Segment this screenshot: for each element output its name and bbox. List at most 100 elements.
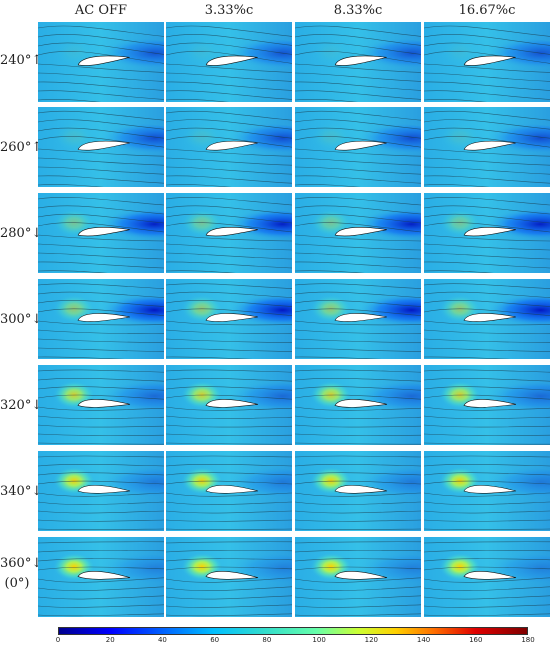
streamline — [166, 492, 292, 497]
airfoil — [77, 485, 131, 494]
high-velocity-region — [181, 550, 241, 590]
streamline — [166, 213, 292, 224]
streamlines — [295, 369, 421, 445]
high-velocity-region — [439, 378, 499, 418]
streamline — [295, 291, 421, 298]
streamline — [166, 270, 236, 273]
colorbar-tick-label: 0 — [55, 636, 61, 644]
column-header-8-33c: 8.33%c — [333, 3, 383, 18]
streamline — [295, 424, 421, 428]
streamline — [424, 386, 550, 391]
streamline — [166, 320, 292, 326]
streamline — [38, 81, 164, 91]
row-label-280: 280°↓ — [0, 226, 43, 241]
high-velocity-region — [53, 120, 113, 160]
airfoil — [77, 140, 130, 151]
streamline — [295, 136, 421, 148]
streamline — [166, 157, 292, 166]
streamline — [424, 136, 550, 148]
streamline — [38, 369, 164, 373]
streamline — [424, 501, 550, 505]
streamline — [38, 197, 164, 206]
streamline — [295, 127, 421, 139]
streamline — [295, 501, 421, 505]
flow-field-svg — [295, 22, 421, 102]
streamline — [424, 415, 550, 420]
colorbar-tick-label: 40 — [157, 636, 167, 644]
streamline — [424, 243, 550, 251]
streamline — [166, 148, 292, 157]
flow-field-svg — [295, 279, 421, 359]
airfoil — [334, 399, 388, 408]
streamline — [295, 433, 421, 436]
streamline — [295, 270, 365, 273]
streamline — [38, 566, 164, 571]
high-velocity-region — [310, 550, 370, 590]
streamline — [38, 63, 164, 73]
streamline — [38, 586, 164, 591]
flow-field-svg — [38, 22, 164, 102]
high-velocity-region — [181, 464, 241, 504]
streamline — [166, 394, 292, 400]
streamline — [38, 541, 164, 544]
flow-panel — [166, 537, 292, 617]
streamline — [424, 338, 550, 343]
streamline — [38, 558, 164, 562]
flow-panel — [424, 22, 550, 102]
airfoil — [463, 227, 516, 237]
flow-panel — [424, 193, 550, 273]
streamline — [295, 119, 421, 130]
streamline — [424, 442, 550, 445]
streamline — [424, 308, 550, 316]
airfoil — [463, 570, 517, 580]
streamlines — [166, 110, 292, 187]
streamline — [424, 480, 550, 485]
streamline — [424, 356, 511, 359]
streamline — [38, 42, 164, 55]
streamline — [38, 148, 164, 157]
streamline — [424, 110, 550, 121]
flow-panel — [295, 451, 421, 531]
streamline — [38, 34, 164, 46]
streamline — [424, 148, 550, 157]
flow-field-svg — [424, 537, 550, 617]
streamline — [295, 510, 421, 514]
airfoil — [205, 485, 259, 494]
streamline — [295, 99, 359, 102]
streamline — [424, 406, 550, 411]
streamline — [166, 347, 292, 352]
streamline — [424, 63, 550, 73]
streamline — [424, 184, 490, 187]
streamline — [295, 252, 421, 260]
streamline — [38, 501, 164, 505]
airfoil — [77, 55, 130, 66]
streamline — [38, 613, 164, 617]
streamline — [166, 25, 292, 37]
airfoil — [205, 570, 259, 580]
streamline — [38, 510, 164, 514]
streamline — [295, 604, 421, 608]
streamline — [38, 386, 164, 391]
streamline — [424, 377, 550, 382]
streamlines — [424, 110, 550, 187]
streamline — [38, 99, 102, 102]
colorbar-tick-label: 140 — [416, 636, 431, 644]
flow-panel — [166, 107, 292, 187]
streamline — [424, 510, 550, 514]
high-velocity-region — [310, 378, 370, 418]
streamline — [38, 308, 164, 316]
streamline — [166, 175, 292, 184]
streamline — [38, 442, 164, 445]
streamline — [295, 464, 421, 467]
streamline — [38, 356, 125, 359]
streamline — [424, 604, 550, 608]
flow-panel — [295, 22, 421, 102]
flow-field-svg — [424, 107, 550, 187]
streamline — [295, 442, 421, 445]
streamline — [166, 501, 292, 505]
streamline — [166, 222, 292, 233]
streamline — [424, 464, 550, 467]
streamline — [424, 455, 550, 458]
airfoil — [334, 140, 387, 151]
high-velocity-region — [439, 550, 499, 590]
